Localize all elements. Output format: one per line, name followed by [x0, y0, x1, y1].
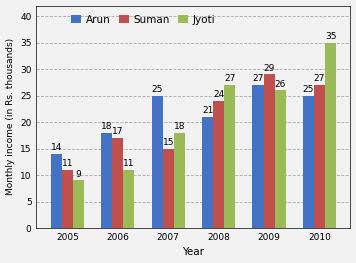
Bar	[263, 74, 274, 228]
Bar	[213, 101, 224, 228]
Bar	[224, 85, 235, 228]
Y-axis label: Monthly income (in Rs. thousands): Monthly income (in Rs. thousands)	[6, 38, 15, 195]
Bar	[274, 90, 286, 228]
Bar	[303, 96, 314, 228]
Bar	[101, 133, 112, 228]
Bar	[112, 138, 124, 228]
Text: 11: 11	[123, 159, 135, 168]
Text: 27: 27	[252, 74, 264, 83]
Bar	[202, 117, 213, 228]
Text: 17: 17	[112, 127, 124, 136]
Text: 11: 11	[62, 159, 73, 168]
Text: 27: 27	[224, 74, 235, 83]
Text: 26: 26	[274, 80, 286, 89]
Text: 15: 15	[162, 138, 174, 147]
Bar	[174, 133, 185, 228]
Text: 24: 24	[213, 90, 224, 99]
Bar	[252, 85, 263, 228]
Bar	[163, 149, 174, 228]
Bar	[152, 96, 163, 228]
Bar	[51, 154, 62, 228]
Text: 35: 35	[325, 32, 336, 41]
Text: 25: 25	[151, 85, 163, 94]
Text: 29: 29	[263, 64, 275, 73]
Bar	[325, 43, 336, 228]
Bar	[73, 180, 84, 228]
Text: 9: 9	[75, 170, 82, 179]
Text: 18: 18	[101, 122, 112, 131]
X-axis label: Year: Year	[183, 247, 204, 257]
Text: 18: 18	[174, 122, 185, 131]
Text: 25: 25	[303, 85, 314, 94]
Bar	[124, 170, 135, 228]
Bar	[314, 85, 325, 228]
Text: 14: 14	[51, 143, 62, 152]
Legend: Arun, Suman, Jyoti: Arun, Suman, Jyoti	[67, 11, 219, 29]
Bar	[62, 170, 73, 228]
Text: 21: 21	[202, 106, 213, 115]
Text: 27: 27	[314, 74, 325, 83]
